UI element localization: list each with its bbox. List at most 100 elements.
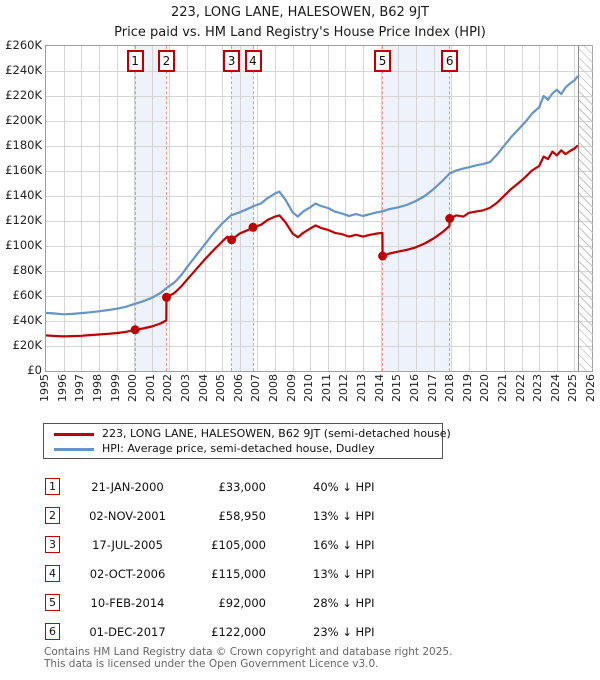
vertical-gridline [363,46,364,371]
y-axis-tick-label: £120K [5,213,42,227]
x-axis-tick-label: 2018 [443,374,457,402]
horizontal-gridline [46,71,592,72]
horizontal-gridline [46,96,592,97]
y-axis-tick-label: £160K [5,163,42,177]
table-row-date: 21-JAN-2000 [91,480,164,494]
vertical-gridline [556,46,558,371]
x-axis-tick-label: 2019 [460,374,474,402]
footer-copyright-line2: This data is licensed under the Open Gov… [44,658,379,670]
sale-marker-dashed-line [134,46,136,371]
table-row-vs-hpi: 40% ↓ HPI [313,480,375,494]
legend-item: 223, LONG LANE, HALESOWEN, B62 9JT (semi… [44,426,451,442]
table-row: 4 02-OCT-2006 £115,000 13% ↓ HPI [0,565,600,585]
y-axis-tick-label: £180K [5,138,42,152]
y-axis-tick-label: £140K [5,188,42,202]
y-axis-tick-label: £100K [5,238,42,252]
y-axis-tick-label: £40K [12,313,43,327]
horizontal-gridline [46,146,592,147]
x-axis-tick-label: 2022 [513,374,527,402]
x-axis-tick-label: 2021 [495,374,509,402]
vertical-gridline [81,46,83,371]
vertical-gridline [257,46,259,371]
sale-marker-number: 3 [223,50,241,72]
hpi-line [46,75,579,316]
vertical-gridline [310,46,312,371]
horizontal-gridline [46,296,592,297]
table-row-price: £58,950 [218,509,266,523]
sale-point-dot [248,222,258,232]
x-axis-tick-label: 2024 [548,374,562,402]
vertical-gridline [292,46,294,371]
vertical-gridline [398,46,400,371]
vertical-gridline [503,46,505,371]
footer-copyright-line1: Contains HM Land Registry data © Crown c… [44,646,453,658]
vertical-gridline [116,46,118,371]
table-row-date: 17-JUL-2005 [92,538,163,552]
vertical-gridline [239,46,241,371]
sale-period-band [231,46,253,371]
x-axis-tick-label: 2025 [566,374,580,402]
vertical-gridline [222,46,224,371]
sale-marker-dashed-line [382,46,384,371]
sale-point-dot [130,325,140,335]
table-row: 5 10-FEB-2014 £92,000 28% ↓ HPI [0,594,600,614]
y-axis-tick-label: £0 [27,363,42,377]
legend-line-swatch [54,448,94,451]
vertical-gridline [539,46,541,371]
table-row-vs-hpi: 23% ↓ HPI [313,625,375,639]
table-row-number: 6 [45,623,60,640]
vertical-gridline [345,46,347,371]
vertical-gridline [151,46,153,371]
horizontal-gridline [46,196,592,197]
horizontal-gridline [46,271,592,272]
table-row-date: 10-FEB-2014 [90,596,165,610]
table-row: 6 01-DEC-2017 £122,000 23% ↓ HPI [0,623,600,643]
legend-item-label: HPI: Average price, semi-detached house,… [102,442,375,455]
sale-point-dot [227,235,237,245]
vertical-gridline [98,46,100,371]
vertical-gridline [451,46,453,371]
sale-marker-dashed-line [252,46,254,371]
sale-marker-dashed-line [231,46,233,371]
sale-point-dot [445,214,455,223]
price-paid-line [46,144,579,338]
table-row: 2 02-NOV-2001 £58,950 13% ↓ HPI [0,507,600,527]
table-row-number: 4 [45,565,60,582]
y-axis-tick-label: £240K [5,63,42,77]
table-row-number: 1 [45,478,60,495]
page-subtitle: Price paid vs. HM Land Registry's House … [114,25,486,40]
sale-marker-number: 1 [126,50,144,72]
vertical-gridline [380,46,382,371]
horizontal-gridline [46,171,592,172]
table-row-vs-hpi: 13% ↓ HPI [313,567,375,581]
horizontal-gridline [46,221,592,222]
vertical-gridline [468,46,470,371]
vertical-gridline [415,46,417,371]
table-row-date: 01-DEC-2017 [89,625,166,639]
horizontal-gridline [46,321,592,322]
x-axis-tick-label: 2026 [584,374,597,402]
y-axis-tick-label: £60K [12,288,43,302]
sale-marker-dashed-line [166,46,167,371]
table-row-date: 02-NOV-2001 [89,509,166,523]
y-axis-tick-label: £20K [12,338,43,352]
y-axis-tick-label: £220K [5,88,42,102]
sale-marker-dashed-line [449,46,451,371]
table-row-price: £33,000 [218,480,266,494]
table-row-vs-hpi: 16% ↓ HPI [313,538,375,552]
sale-marker-number: 5 [374,50,392,72]
horizontal-gridline [46,346,592,347]
future-hatch-region [577,46,593,371]
vertical-gridline [433,46,435,371]
horizontal-gridline [46,246,592,247]
table-row-price: £105,000 [211,538,266,552]
y-axis-tick-label: £200K [5,113,42,127]
table-row-price: £122,000 [211,625,266,639]
chart-series-layer [46,75,579,338]
table-row-price: £115,000 [211,567,266,581]
sale-marker-number: 2 [158,50,175,72]
x-axis-tick-label: 2023 [531,374,545,402]
vertical-gridline [574,46,576,371]
table-row-vs-hpi: 13% ↓ HPI [313,509,375,523]
